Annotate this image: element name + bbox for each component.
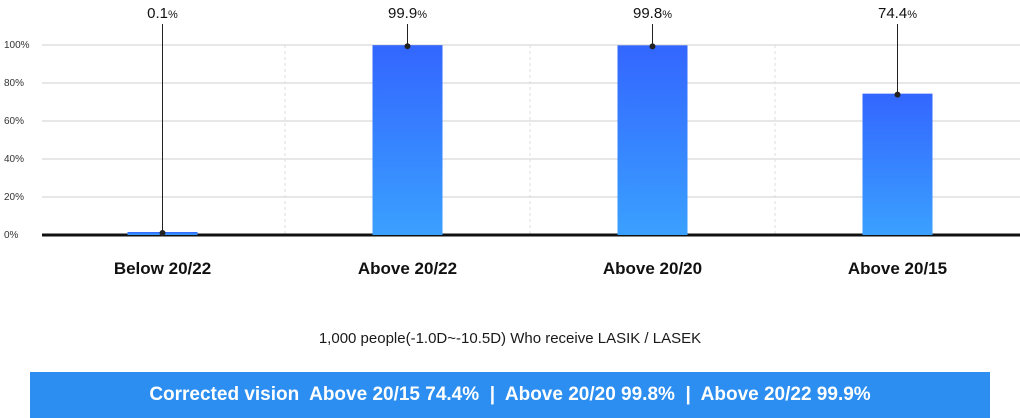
summary-banner: Corrected vision Above 20/15 74.4% | Abo… <box>30 372 990 418</box>
data-point-dot <box>159 230 166 236</box>
y-tick-label: 20% <box>4 192 24 203</box>
bar-chart: 0% 20% 40% 60% 80% 100% 0.1% 99.9% 99.8% 74.4% B… <box>4 5 1020 278</box>
y-tick-label: 0% <box>4 230 19 241</box>
y-tick-label: 40% <box>4 154 24 165</box>
category-label: Above 20/22 <box>358 259 457 278</box>
value-label: 99.9% <box>388 5 427 22</box>
y-tick-label: 80% <box>4 78 24 89</box>
data-point-dot <box>894 91 901 98</box>
grid-lines <box>42 44 1020 237</box>
data-point-dot <box>404 43 411 50</box>
bar <box>862 93 933 235</box>
category-label: Above 20/15 <box>848 259 947 278</box>
data-point-dot <box>649 43 656 50</box>
value-label: 0.1% <box>147 5 178 22</box>
value-label: 99.8% <box>633 5 672 22</box>
value-labels: 0.1% 99.9% 99.8% 74.4% <box>147 5 917 236</box>
y-tick-label: 60% <box>4 116 24 127</box>
bar <box>372 45 443 235</box>
category-label: Above 20/20 <box>603 259 702 278</box>
y-axis-ticks: 0% 20% 40% 60% 80% 100% <box>4 40 30 241</box>
y-tick-label: 100% <box>4 40 30 51</box>
chart-subtitle: 1,000 people(-1.0D~-10.5D) Who receive L… <box>318 330 702 347</box>
category-label: Below 20/22 <box>114 259 211 278</box>
bar <box>617 45 688 235</box>
value-label: 74.4% <box>878 5 917 22</box>
category-labels: Below 20/22 Above 20/22 Above 20/20 Above 2… <box>114 259 947 278</box>
bars <box>127 45 933 235</box>
